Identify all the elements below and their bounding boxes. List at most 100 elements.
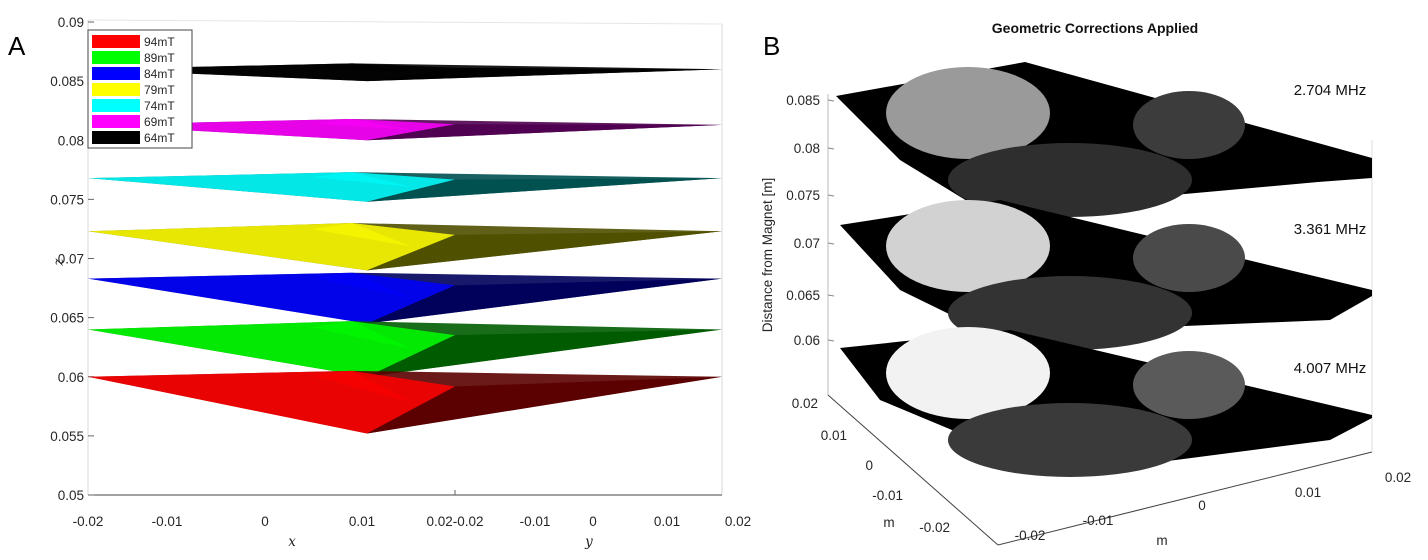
surface-highlight	[312, 272, 412, 299]
legend-swatch	[92, 51, 140, 64]
x-tick-label: 0.02	[1385, 470, 1411, 485]
panel-b: B Geometric Corrections Applied 2.704 MH…	[760, 20, 1411, 548]
surface-89mT	[88, 321, 722, 377]
panel-b-slices: 2.704 MHz 3.361 MHz 4.007 MHz	[836, 62, 1372, 477]
x-axis-line	[997, 451, 1373, 546]
x-tick-label: -0.01	[152, 514, 183, 529]
z-tick-mark	[827, 194, 835, 197]
surface-highlight	[312, 172, 412, 187]
legend-swatch	[92, 115, 140, 128]
legend-label: 89mT	[144, 51, 175, 65]
phantom-small	[1133, 351, 1245, 419]
y-tick-label: 0.01	[654, 514, 680, 529]
phantom-bottom	[948, 403, 1192, 477]
panel-a-tick-labels: 0.09 0.085 0.08 0.075 0.07 0.065 0.06 0.055 0.05…	[50, 15, 751, 529]
z-axis-label: z	[51, 258, 67, 267]
panel-a: A 0.090.0850.080.0750.070.0650.060.0550.…	[8, 15, 751, 550]
surface-right	[367, 67, 722, 82]
panel-b-title: Geometric Corrections Applied	[992, 20, 1198, 36]
slice-0: 2.704 MHz	[836, 62, 1372, 217]
panel-b-axes	[827, 94, 1373, 546]
legend-swatch	[92, 99, 140, 112]
z-tick-label: 0.065	[786, 288, 820, 303]
surface-right	[367, 278, 722, 324]
legend-swatch	[92, 35, 140, 48]
z-tick-label: 0.09	[58, 15, 84, 30]
z-tick-mark	[827, 99, 835, 102]
surface-79mT	[88, 223, 722, 271]
z-tick-label: 0.08	[58, 133, 84, 148]
legend-label: 74mT	[144, 99, 175, 113]
legend-swatch	[92, 83, 140, 96]
slice-frequency-label: 2.704 MHz	[1294, 82, 1367, 99]
x-tick-label: -0.02	[73, 514, 104, 529]
x-axis-label: x	[288, 534, 296, 550]
panel-b-tick-labels: 0.085 0.08 0.075 0.07 0.065 0.06 0.02 0.01 0 -0.0…	[786, 93, 1411, 543]
panel-a-surfaces	[88, 63, 722, 434]
y-tick-label: 0.02	[792, 396, 818, 411]
panel-b-letter: B	[763, 31, 780, 61]
surface-highlight	[312, 370, 412, 403]
phantom-large	[886, 200, 1050, 292]
panel-a-letter: A	[8, 31, 26, 61]
z-tick-label: 0.085	[50, 74, 84, 89]
x-tick-label: -0.02	[1015, 528, 1046, 543]
z-tick-label: 0.055	[50, 429, 84, 444]
x-y-corner-tick-label: 0.02-0.02	[426, 514, 483, 529]
surface-right	[367, 376, 722, 434]
y-tick-label: -0.02	[919, 520, 950, 535]
z-tick-label: 0.075	[786, 188, 820, 203]
z-tick-mark	[827, 294, 835, 297]
legend-swatch	[92, 67, 140, 80]
surface-right	[367, 329, 722, 377]
surface-right	[367, 231, 722, 271]
surface-highlight	[312, 118, 412, 130]
panel-b-z-axis-label: Distance from Magnet [m]	[760, 178, 775, 333]
x-tick-label: 0.01	[349, 514, 375, 529]
x-tick-label: 0	[1198, 498, 1206, 513]
legend-label: 94mT	[144, 35, 175, 49]
surface-64mT	[88, 63, 722, 82]
phantom-small	[1133, 91, 1245, 159]
x-tick-label: -0.01	[1083, 513, 1114, 528]
slice-2: 4.007 MHz	[840, 327, 1372, 477]
phantom-large	[886, 67, 1050, 159]
top-edge	[87, 19, 723, 25]
y-axis-label: y	[584, 534, 593, 550]
surface-highlight	[312, 321, 412, 349]
slice-frequency-label: 4.007 MHz	[1294, 360, 1367, 377]
legend: 94mT 89mT 84mT 79mT 74mT 69mT 64mT	[87, 29, 193, 149]
surface-highlight	[312, 63, 412, 73]
surface-74mT	[88, 172, 722, 202]
z-tick-label: 0.06	[58, 370, 84, 385]
y-tick-label: -0.01	[520, 514, 551, 529]
y-axis-line	[827, 394, 999, 546]
phantom-bottom	[948, 143, 1192, 217]
surface-94mT	[88, 370, 722, 434]
surface-highlight	[312, 223, 412, 247]
legend-label: 84mT	[144, 67, 175, 81]
slice-frequency-label: 3.361 MHz	[1294, 221, 1367, 238]
panel-b-y-axis-label: m	[883, 515, 894, 530]
z-tick-mark	[827, 339, 835, 342]
y-tick-label: 0.02	[725, 514, 751, 529]
surface-right	[367, 178, 722, 202]
slice-1: 3.361 MHz	[840, 200, 1372, 350]
x-tick-label: 0.01	[1295, 485, 1321, 500]
phantom-large	[886, 327, 1050, 419]
phantom-small	[1133, 224, 1245, 292]
z-tick-label: 0.075	[50, 192, 84, 207]
y-tick-label: -0.01	[872, 488, 903, 503]
z-tick-mark	[827, 242, 835, 245]
z-tick-label: 0.05	[58, 488, 84, 503]
surface-84mT	[88, 272, 722, 324]
z-tick-label: 0.07	[58, 252, 84, 267]
z-tick-label: 0.06	[794, 333, 820, 348]
legend-label: 69mT	[144, 115, 175, 129]
z-tick-label: 0.085	[786, 93, 820, 108]
panel-a-axes	[87, 19, 723, 496]
y-tick-label: 0	[865, 458, 873, 473]
z-tick-label: 0.08	[794, 141, 820, 156]
legend-swatch	[92, 131, 140, 144]
